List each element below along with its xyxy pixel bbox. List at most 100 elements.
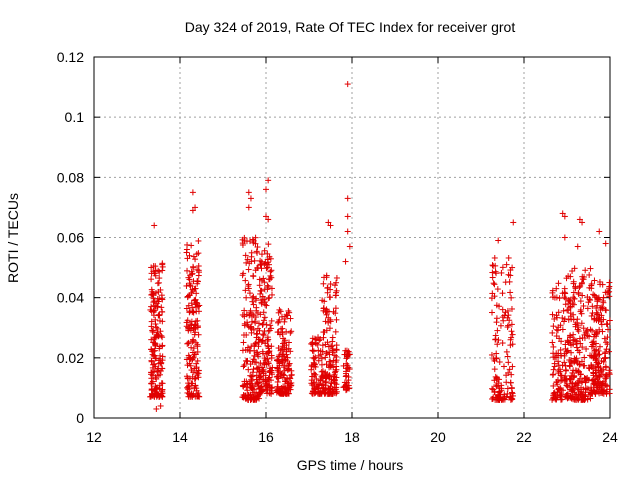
data-point <box>240 383 247 390</box>
data-point <box>193 364 200 371</box>
data-point <box>588 384 595 391</box>
data-point <box>149 351 156 358</box>
data-point <box>153 391 160 398</box>
data-point <box>274 356 281 363</box>
data-point <box>591 277 598 284</box>
data-point <box>279 329 286 336</box>
data-point <box>553 326 560 333</box>
data-point <box>151 222 158 229</box>
data-point <box>561 294 568 301</box>
data-point <box>148 375 155 382</box>
data-point <box>495 237 502 244</box>
data-point <box>239 347 246 354</box>
data-point <box>276 316 283 323</box>
data-point <box>309 347 316 354</box>
data-point <box>575 380 582 387</box>
data-point <box>491 281 498 288</box>
data-point <box>580 302 587 309</box>
data-point <box>494 327 501 334</box>
data-point <box>568 394 575 401</box>
data-point <box>504 307 511 314</box>
data-point <box>579 292 586 299</box>
data-point <box>313 375 320 382</box>
data-point <box>326 364 333 371</box>
data-point <box>277 372 284 379</box>
data-point <box>261 286 268 293</box>
data-point <box>572 323 579 330</box>
data-point <box>259 331 266 338</box>
data-point <box>268 267 275 274</box>
data-point <box>496 396 503 403</box>
data-point <box>597 343 604 350</box>
data-point <box>155 332 162 339</box>
data-point <box>274 383 281 390</box>
data-point <box>571 372 578 379</box>
data-point <box>559 362 566 369</box>
data-point <box>259 337 266 344</box>
data-point <box>558 386 565 393</box>
data-point <box>158 304 165 311</box>
data-point <box>266 261 273 268</box>
data-point <box>603 320 610 327</box>
data-point <box>593 359 600 366</box>
data-point <box>508 384 515 391</box>
data-point <box>278 325 285 332</box>
data-point <box>159 334 166 341</box>
data-point <box>589 303 596 310</box>
data-point <box>489 274 496 281</box>
data-point <box>550 343 557 350</box>
data-point <box>247 307 254 314</box>
data-point <box>562 345 569 352</box>
data-point <box>194 348 201 355</box>
data-point <box>159 342 166 349</box>
data-point <box>264 390 271 397</box>
data-point <box>267 272 274 279</box>
data-point <box>496 359 503 366</box>
data-point <box>598 321 605 328</box>
data-point <box>245 366 252 373</box>
data-point <box>191 322 198 329</box>
data-point <box>604 334 611 341</box>
data-point <box>588 280 595 287</box>
data-point <box>250 301 257 308</box>
data-point <box>274 367 281 374</box>
grid-lines <box>94 57 610 418</box>
data-point <box>606 283 613 290</box>
data-point <box>564 337 571 344</box>
data-point <box>571 265 578 272</box>
data-point <box>152 341 159 348</box>
data-point <box>604 383 611 390</box>
data-point <box>246 290 253 297</box>
data-point <box>569 383 576 390</box>
data-point <box>155 298 162 305</box>
data-point <box>508 321 515 328</box>
data-point <box>245 266 252 273</box>
data-point <box>240 270 247 277</box>
data-point <box>560 318 567 325</box>
data-point <box>247 372 254 379</box>
data-point <box>575 328 582 335</box>
data-point <box>288 367 295 374</box>
data-point <box>509 390 516 397</box>
data-point <box>159 263 166 270</box>
data-point <box>322 318 329 325</box>
data-point <box>508 294 515 301</box>
data-point <box>505 271 512 278</box>
data-point <box>257 372 264 379</box>
data-point <box>324 289 331 296</box>
data-point <box>315 357 322 364</box>
x-tick-label: 14 <box>172 429 188 445</box>
data-point <box>326 349 333 356</box>
data-point <box>273 373 280 380</box>
data-point <box>595 294 602 301</box>
data-point <box>563 376 570 383</box>
data-point <box>584 305 591 312</box>
data-point <box>498 269 505 276</box>
data-point <box>148 276 155 283</box>
x-tick-label: 12 <box>86 429 102 445</box>
data-point <box>258 251 265 258</box>
data-point <box>324 339 331 346</box>
data-point <box>241 322 248 329</box>
data-point <box>287 329 294 336</box>
